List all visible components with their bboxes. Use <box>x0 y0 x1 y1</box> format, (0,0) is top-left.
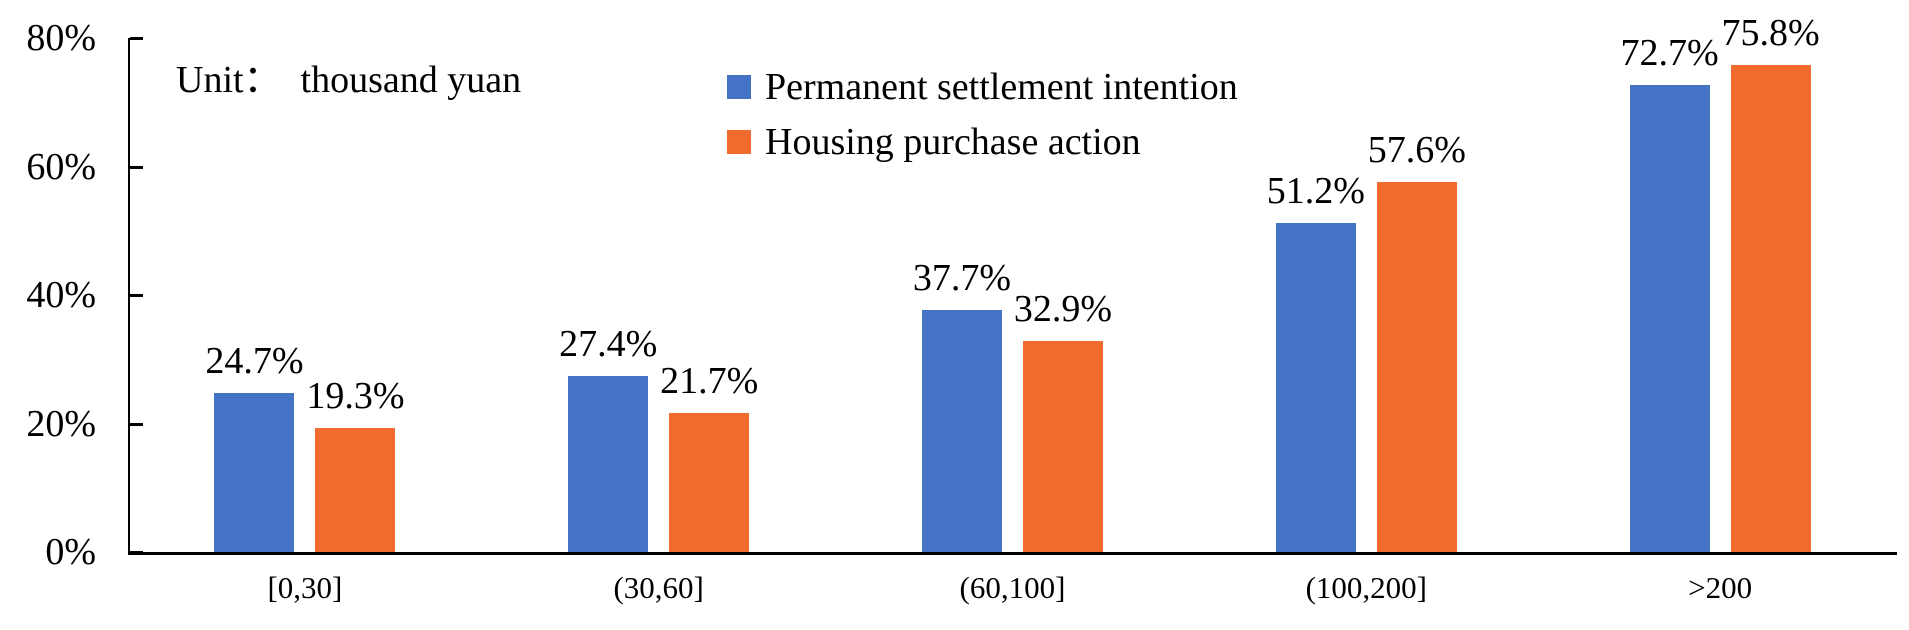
bar-value-label: 72.7% <box>1620 31 1719 74</box>
legend-label-housing-purchase: Housing purchase action <box>765 121 1141 163</box>
y-tick-label: 60% <box>26 145 96 188</box>
bar-value-label: 37.7% <box>912 256 1012 299</box>
bar-settlement-4 <box>1629 84 1710 552</box>
legend: Permanent settlement intention Housing p… <box>727 62 1238 172</box>
y-axis-line <box>128 38 130 552</box>
bar-value-label: 24.7% <box>205 340 304 383</box>
bar-value-label: 75.8% <box>1721 11 1820 54</box>
bar-value-label: 19.3% <box>306 374 405 417</box>
bar-purchase-2 <box>1023 340 1103 552</box>
y-tick-label: 40% <box>26 274 96 316</box>
legend-item-housing-purchase: Housing purchase action <box>727 117 1238 167</box>
bar-value-label: 57.6% <box>1367 128 1466 171</box>
bar-value-label: 32.9% <box>1013 287 1113 330</box>
bar-purchase-4 <box>1730 64 1811 552</box>
bar-value-label: 21.7% <box>660 359 759 402</box>
y-tick-label: 20% <box>26 402 96 445</box>
x-tick-label: >200 <box>1688 570 1753 605</box>
bar-purchase-3 <box>1376 181 1457 552</box>
x-tick-label: (100,200] <box>1305 570 1427 605</box>
bar-settlement-0 <box>214 393 295 552</box>
legend-swatch-orange <box>727 130 751 154</box>
y-tick-label: 0% <box>45 531 96 573</box>
bar-settlement-2 <box>922 309 1002 552</box>
legend-item-permanent-settlement: Permanent settlement intention <box>727 62 1238 112</box>
y-tick-mark <box>130 165 143 169</box>
x-tick-label: [0,30] <box>267 570 343 605</box>
x-axis-line <box>128 552 1897 555</box>
bar-value-label: 51.2% <box>1266 170 1365 213</box>
x-tick-label: (30,60] <box>613 570 704 605</box>
y-tick-label: 80% <box>26 17 96 59</box>
legend-swatch-blue <box>727 75 751 99</box>
y-tick-mark <box>130 37 143 40</box>
legend-label-permanent-settlement: Permanent settlement intention <box>765 66 1238 108</box>
y-tick-mark <box>130 294 143 297</box>
y-tick-mark <box>130 551 143 554</box>
unit-label: Unit： thousand yuan <box>176 59 522 101</box>
bar-value-label: 27.4% <box>559 322 658 365</box>
bar-settlement-3 <box>1275 223 1356 552</box>
x-tick-label: (60,100] <box>959 570 1066 605</box>
bar-purchase-0 <box>315 427 396 552</box>
bar-purchase-1 <box>669 412 750 552</box>
y-tick-mark <box>130 422 143 426</box>
bar-settlement-1 <box>568 375 649 552</box>
